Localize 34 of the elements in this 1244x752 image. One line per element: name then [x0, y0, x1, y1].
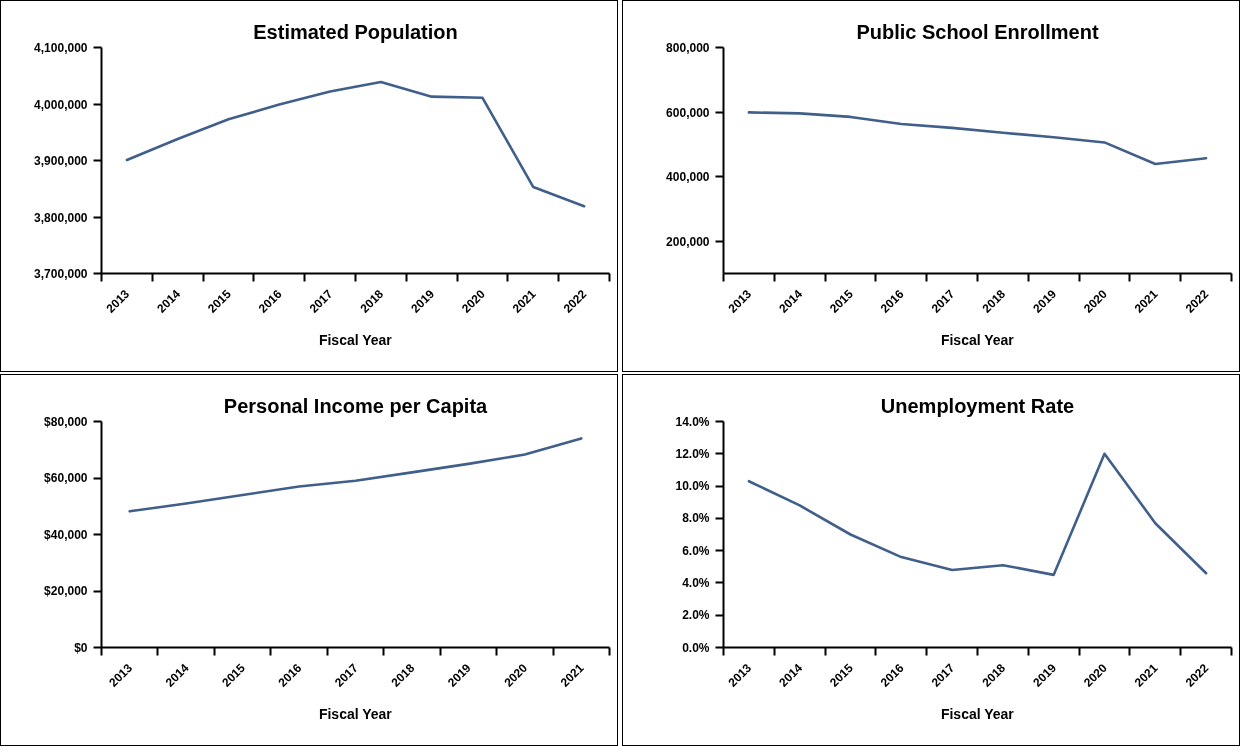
y-tick-label: 400,000	[666, 170, 710, 185]
y-tick-label: $0	[74, 640, 88, 655]
y-tick-label: 4,000,000	[34, 97, 88, 112]
y-tick-label: 800,000	[666, 41, 710, 55]
y-tick-label: 6.0%	[682, 543, 710, 558]
y-tick-label: 4,100,000	[34, 41, 88, 55]
x-axis-title: Fiscal Year	[318, 331, 393, 348]
x-axis-title: Fiscal Year	[940, 705, 1015, 722]
line-series	[125, 80, 586, 208]
y-tick-label: 3,800,000	[34, 210, 88, 225]
y-tick-label: $80,000	[44, 414, 88, 429]
x-axis-title: Fiscal Year	[318, 705, 393, 722]
y-tick-label: 2.0%	[682, 608, 710, 623]
y-tick-label: 12.0%	[675, 446, 710, 461]
chart-title: Estimated Population	[253, 20, 458, 43]
y-tick-label: $60,000	[44, 471, 88, 485]
line-series	[747, 111, 1208, 166]
chart-title: Unemployment Rate	[880, 394, 1075, 417]
y-tick-label: 14.0%	[675, 414, 710, 429]
y-tick-label: 600,000	[666, 105, 710, 120]
x-axis-title: Fiscal Year	[940, 331, 1015, 348]
y-tick-label: 4.0%	[682, 575, 710, 590]
y-tick-label: 3,700,000	[34, 267, 88, 281]
line-series	[747, 452, 1208, 577]
y-tick-label: 10.0%	[675, 479, 710, 494]
y-tick-label: 200,000	[666, 234, 710, 249]
chart-title: Personal Income per Capita	[223, 394, 489, 417]
y-tick-label: $20,000	[44, 584, 88, 598]
y-tick-label: 3,900,000	[34, 154, 88, 168]
line-series	[128, 437, 583, 513]
y-tick-label: $40,000	[44, 527, 88, 542]
y-tick-label: 0.0%	[682, 640, 710, 655]
chart-title: Public School Enrollment	[856, 20, 1099, 43]
y-tick-label: 8.0%	[682, 511, 710, 526]
